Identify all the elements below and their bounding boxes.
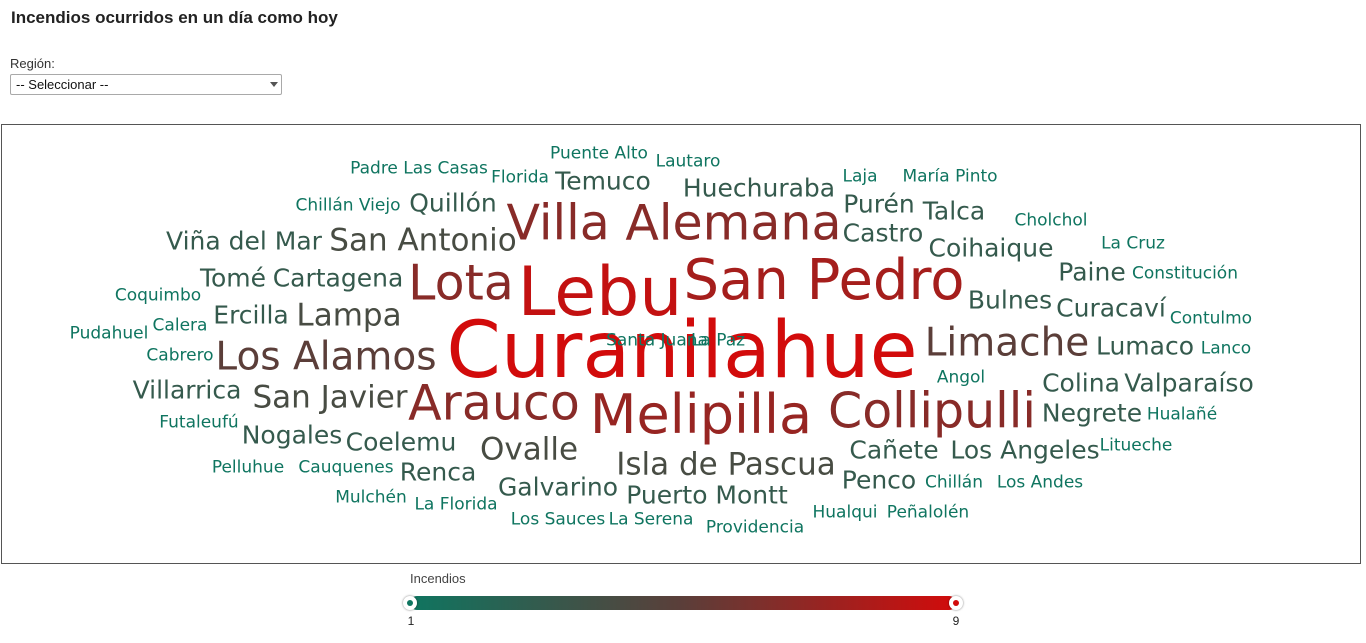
word-cloud-word: Temuco bbox=[555, 166, 651, 196]
legend-gradient-bar bbox=[410, 596, 956, 610]
word-cloud-word: Lebu bbox=[517, 253, 683, 332]
word-cloud-word: Valparaíso bbox=[1124, 368, 1254, 398]
word-cloud-word: Cholchol bbox=[1014, 210, 1088, 231]
word-cloud-word: Bulnes bbox=[967, 285, 1053, 315]
word-cloud-word: Pudahuel bbox=[69, 323, 149, 344]
word-cloud-word: Puerto Montt bbox=[626, 480, 788, 510]
word-cloud-word: Villarrica bbox=[132, 375, 242, 405]
word-cloud-word: Cartagena bbox=[272, 263, 404, 293]
word-cloud-word: Los Alamos bbox=[215, 334, 437, 380]
word-cloud-word: La Cruz bbox=[1101, 233, 1165, 254]
word-cloud-word: Castro bbox=[842, 218, 924, 248]
region-label: Región: bbox=[10, 56, 55, 71]
word-cloud-word: La Paz bbox=[690, 330, 746, 351]
word-cloud-word: Futaleufú bbox=[159, 412, 239, 433]
word-cloud-word: Lampa bbox=[296, 297, 402, 334]
word-cloud-word: Lanco bbox=[1200, 338, 1252, 359]
word-cloud-word: Ercilla bbox=[213, 300, 289, 330]
word-cloud-word: Ovalle bbox=[479, 431, 579, 468]
word-cloud-word: Villa Alemana bbox=[506, 194, 842, 252]
word-cloud-word: Providencia bbox=[705, 517, 805, 538]
word-cloud-word: Lautaro bbox=[655, 151, 721, 172]
word-cloud-word: Coelemu bbox=[345, 427, 457, 457]
word-cloud-word: Santa Juana bbox=[606, 330, 708, 351]
word-cloud-word: Los Angeles bbox=[950, 435, 1100, 465]
word-cloud-word: Nogales bbox=[241, 420, 343, 450]
word-cloud-word: Laja bbox=[842, 166, 878, 187]
word-cloud-word: Cabrero bbox=[146, 345, 214, 366]
word-cloud-word: Quillón bbox=[409, 188, 497, 218]
word-cloud-word: Collipulli bbox=[827, 382, 1037, 440]
word-cloud-word: Mulchén bbox=[335, 487, 407, 508]
word-cloud-word: Contulmo bbox=[1169, 308, 1253, 329]
word-cloud-word: Limache bbox=[924, 320, 1090, 366]
word-cloud-word: Calera bbox=[152, 315, 208, 336]
word-cloud-word: Huechuraba bbox=[682, 173, 836, 203]
word-cloud-word: Talca bbox=[922, 196, 986, 226]
word-cloud-word: Padre Las Casas bbox=[350, 158, 488, 179]
word-cloud-word: San Antonio bbox=[329, 222, 517, 259]
word-cloud-word: Galvarino bbox=[497, 472, 619, 502]
word-cloud-word: Curacaví bbox=[1056, 293, 1166, 323]
page-title: Incendios ocurridos en un día como hoy bbox=[11, 8, 338, 27]
word-cloud-word: Los Andes bbox=[996, 472, 1084, 493]
region-select-value: -- Seleccionar -- bbox=[16, 77, 109, 92]
word-cloud-word: Peñalolén bbox=[886, 502, 970, 523]
word-cloud: Curanilahue Lebu San Pedro Melipilla Villa A… bbox=[1, 124, 1361, 564]
legend-min-label: 1 bbox=[407, 614, 415, 628]
legend-min-handle[interactable] bbox=[403, 596, 417, 610]
legend-max-label: 9 bbox=[952, 614, 960, 628]
word-cloud-word: Cañete bbox=[849, 435, 939, 465]
word-cloud-word: Arauco bbox=[408, 374, 580, 432]
word-cloud-word: Los Sauces bbox=[510, 509, 606, 530]
word-cloud-word: Curanilahue bbox=[446, 306, 918, 396]
word-cloud-word: Puente Alto bbox=[550, 143, 648, 164]
word-cloud-word: Chillán Viejo bbox=[295, 195, 401, 216]
word-cloud-word: Renca bbox=[399, 457, 477, 487]
word-cloud-word: Isla de Pascua bbox=[616, 446, 836, 483]
legend-title: Incendios bbox=[410, 571, 466, 586]
word-cloud-word: Hualqui bbox=[812, 502, 878, 523]
word-cloud-word: Coquimbo bbox=[114, 285, 202, 306]
word-cloud-word: Colina bbox=[1042, 368, 1120, 398]
word-cloud-word: San Javier bbox=[252, 379, 408, 416]
word-cloud-word: Purén bbox=[843, 189, 915, 219]
word-cloud-word: Coihaique bbox=[928, 233, 1054, 263]
word-cloud-word: María Pinto bbox=[902, 166, 998, 187]
word-cloud-word: Penco bbox=[841, 465, 917, 495]
word-cloud-word: Lota bbox=[408, 254, 514, 312]
word-cloud-word: La Florida bbox=[414, 494, 498, 515]
word-cloud-word: Hualañé bbox=[1146, 404, 1218, 425]
word-cloud-word: Florida bbox=[491, 167, 549, 188]
word-cloud-word: Tomé bbox=[199, 263, 267, 293]
word-cloud-word: Negrete bbox=[1041, 398, 1143, 428]
word-cloud-word: Pelluhue bbox=[211, 457, 285, 478]
word-cloud-word: Melipilla bbox=[589, 383, 813, 446]
legend-max-handle[interactable] bbox=[949, 596, 963, 610]
word-cloud-word: Viña del Mar bbox=[166, 226, 322, 256]
word-cloud-word: Paine bbox=[1058, 257, 1126, 287]
word-cloud-word: San Pedro bbox=[683, 248, 965, 313]
word-cloud-word: Litueche bbox=[1099, 435, 1173, 456]
word-cloud-word: La Serena bbox=[608, 509, 694, 530]
region-select[interactable]: -- Seleccionar -- bbox=[10, 74, 282, 95]
word-cloud-word: Chillán bbox=[924, 472, 984, 493]
word-cloud-word: Constitución bbox=[1132, 263, 1238, 284]
word-cloud-word: Angol bbox=[936, 367, 986, 388]
word-cloud-word: Cauquenes bbox=[298, 457, 394, 478]
chevron-down-icon bbox=[270, 82, 278, 87]
word-cloud-word: Lumaco bbox=[1095, 331, 1195, 361]
